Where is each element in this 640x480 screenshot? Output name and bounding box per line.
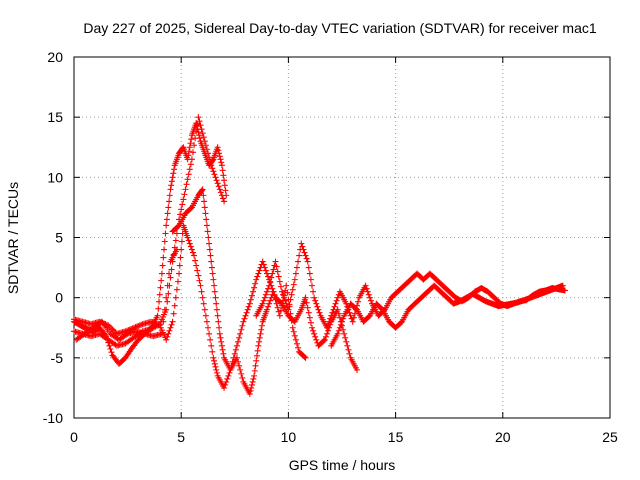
point-markers (328, 282, 566, 349)
x-tick-label: 20 (495, 429, 511, 445)
series-track-g (73, 246, 180, 343)
x-axis-label: GPS time / hours (289, 457, 396, 473)
chart-title: Day 227 of 2025, Sidereal Day-to-day VTE… (83, 20, 596, 36)
y-tick-label: 20 (47, 49, 63, 65)
y-tick-label: 0 (55, 290, 63, 306)
x-axis: 0 5 10 15 20 25 (70, 57, 618, 445)
x-tick-label: 25 (602, 429, 618, 445)
y-tick-label: -10 (43, 410, 63, 426)
x-tick-label: 5 (177, 429, 185, 445)
y-tick-label: 10 (47, 169, 63, 185)
y-tick-label: 5 (55, 230, 63, 246)
series-track-e (253, 240, 568, 331)
y-axis: -10 -5 0 5 10 15 20 (43, 49, 610, 426)
y-axis-label: SDTVAR / TECUs (5, 182, 21, 294)
x-tick-label: 10 (281, 429, 297, 445)
point-markers (73, 246, 180, 343)
series-track-c (71, 222, 309, 397)
series-track-b (71, 114, 228, 349)
data-points (71, 114, 568, 397)
point-markers (253, 240, 568, 331)
x-tick-label: 15 (388, 429, 404, 445)
series-track-f (328, 282, 566, 349)
point-markers (71, 222, 309, 397)
y-tick-label: 15 (47, 109, 63, 125)
grid-lines (74, 57, 610, 418)
y-tick-label: -5 (51, 350, 64, 366)
x-tick-label: 0 (70, 429, 78, 445)
point-markers (71, 114, 228, 349)
